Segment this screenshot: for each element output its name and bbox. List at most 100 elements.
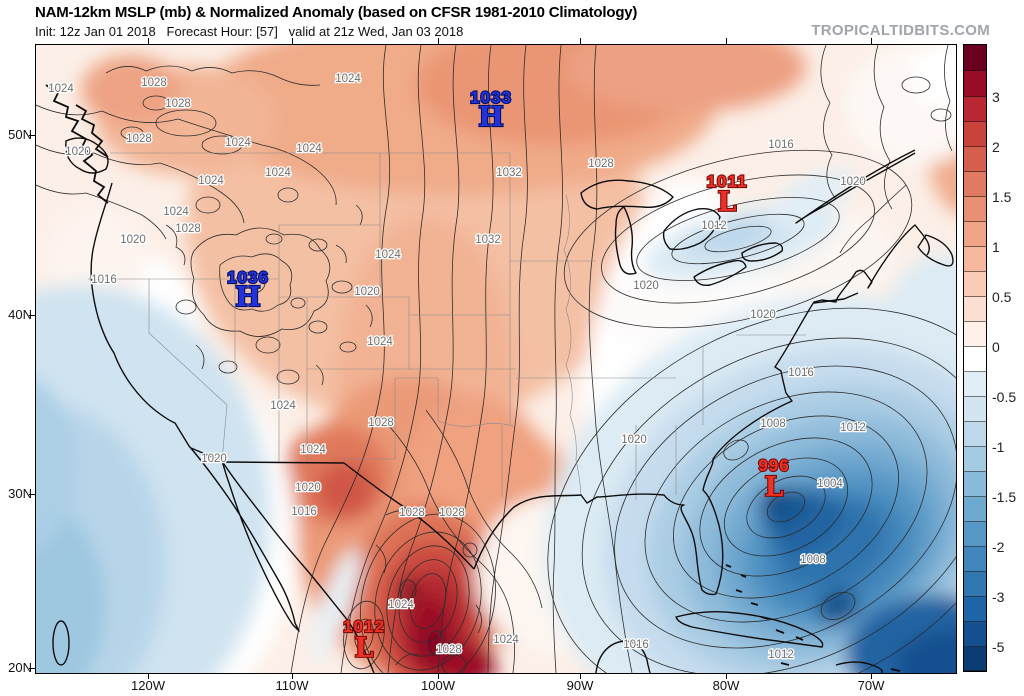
colorbar-tick-label: -0.5 [992, 389, 1017, 405]
lat-tick-label: 50N [8, 127, 32, 142]
lat-tick [29, 494, 35, 495]
colorbar-cell [964, 422, 986, 447]
isobar-label: 1028 [141, 77, 167, 89]
colorbar-tick-label: -1 [992, 439, 1005, 455]
isobar-label: 1028 [175, 223, 201, 235]
anomaly-colorbar [963, 44, 987, 672]
isobar-label: 1020 [295, 482, 321, 494]
colorbar-cell [964, 71, 986, 97]
colorbar-tick-label: 0.5 [992, 289, 1012, 305]
lon-tick-label: 120W [131, 678, 165, 693]
colorbar-cell [964, 397, 986, 422]
colorbar-tick-label: 2 [992, 139, 1000, 155]
isobar-label: 1020 [120, 234, 146, 246]
isobar-label: 1024 [225, 137, 251, 149]
pressure-center-value: 1011 [707, 172, 748, 191]
isobar-label: 1012 [701, 220, 727, 232]
isobar-label: 1016 [768, 139, 794, 151]
colorbar-cell [964, 322, 986, 347]
lon-tick [871, 673, 872, 679]
isobar-label: 1008 [760, 418, 786, 430]
isobar-label: 1020 [354, 286, 380, 298]
lon-tick-top [438, 38, 439, 44]
isobar-label: 1012 [768, 649, 794, 661]
colorbar-tick-label: -1.5 [992, 489, 1017, 505]
isobar-label: 1008 [800, 554, 826, 566]
lon-tick [292, 673, 293, 679]
isobar-label: 1004 [817, 478, 843, 490]
lon-tick-label: 110W [275, 678, 309, 693]
isobar-label: 1024 [375, 249, 401, 261]
colorbar-cell [964, 172, 986, 197]
isobar-label: 1028 [126, 133, 152, 145]
colorbar-cell [964, 247, 986, 272]
page-title: NAM-12km MSLP (mb) & Normalized Anomaly … [35, 4, 638, 21]
lon-tick-label: 90W [566, 678, 594, 693]
isobar-label: 1024 [163, 206, 189, 218]
isobar-label: 1028 [588, 158, 614, 170]
colorbar-cell [964, 547, 986, 572]
pressure-center-letter: L [355, 633, 374, 664]
isobar-label: 1024 [388, 599, 414, 611]
isobar-label: 1024 [265, 167, 291, 179]
colorbar-cell [964, 197, 986, 222]
isobar-label: 1024 [367, 336, 393, 348]
lon-tick-label: 100W [421, 678, 455, 693]
lon-tick [726, 673, 727, 679]
colorbar-tick-label: -2 [992, 539, 1005, 555]
colorbar-tick-label: 1.5 [992, 189, 1012, 205]
lon-tick-label: 70W [857, 678, 885, 693]
isobar-label: 1024 [335, 73, 361, 85]
pressure-center-value: 1012 [343, 617, 385, 636]
isobar-label: 1020 [750, 309, 776, 321]
isobar-label: 1024 [48, 83, 74, 95]
lat-tick-label: 40N [8, 307, 32, 322]
isobar-label: 1016 [623, 639, 649, 651]
isobar-label: 1024 [198, 175, 224, 187]
colorbar-cell [964, 97, 986, 122]
lon-tick-label: 80W [712, 678, 740, 693]
lon-tick [148, 673, 149, 679]
colorbar-cell [964, 597, 986, 622]
isobar-label: 1028 [399, 507, 425, 519]
anomaly-shading [36, 45, 956, 673]
pressure-center-value: 1033 [470, 88, 512, 107]
coastlines [45, 84, 954, 673]
isobar-label: 1024 [300, 444, 326, 456]
colorbar-cell [964, 572, 986, 597]
isobar-label: 1016 [788, 367, 814, 379]
lon-tick [438, 673, 439, 679]
isobar-label: 1028 [165, 98, 191, 110]
isobar-label: 1020 [201, 453, 227, 465]
isobar-label: 1020 [621, 434, 647, 446]
lon-tick-top [292, 38, 293, 44]
lon-tick-top [580, 38, 581, 44]
lon-tick-top [871, 38, 872, 44]
isobar-label: 1020 [840, 176, 866, 188]
colorbar-cell [964, 497, 986, 522]
colorbar-cell [964, 147, 986, 172]
isobar-contours [36, 45, 956, 673]
isobar-label: 1012 [840, 422, 866, 434]
colorbar-cell [964, 45, 986, 71]
colorbar-tick-label: -5 [992, 639, 1005, 655]
colorbar-tick-label: 3 [992, 89, 1000, 105]
isobar-label: 1024 [493, 634, 519, 646]
colorbar-cell [964, 122, 986, 147]
pressure-center-letter: H [478, 102, 504, 133]
pressure-center-letter: L [718, 187, 737, 218]
isobar-label: 1028 [439, 507, 465, 519]
isobar-label: 1020 [65, 146, 91, 158]
pressure-center-letter: L [765, 472, 784, 503]
lat-tick [29, 315, 35, 316]
isobar-label: 1016 [291, 506, 317, 518]
state-borders [88, 152, 806, 500]
tropicaltidbits-watermark: TROPICALTIDBITS.COM [811, 22, 990, 39]
lon-tick-top [726, 38, 727, 44]
colorbar-cell [964, 372, 986, 397]
colorbar-cell [964, 297, 986, 322]
pressure-center-value: 1036 [227, 268, 269, 287]
lat-tick-label: 30N [8, 486, 32, 501]
pressure-center-letter: H [235, 282, 261, 313]
isobar-label: 1032 [496, 167, 522, 179]
